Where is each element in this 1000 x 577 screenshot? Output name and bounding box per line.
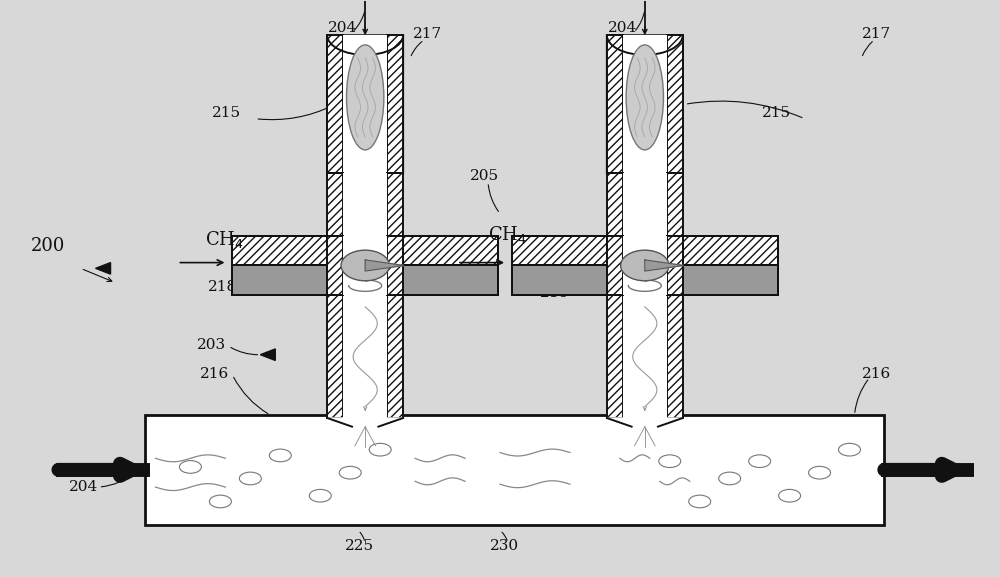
Text: 200: 200: [31, 237, 65, 255]
Polygon shape: [260, 349, 275, 361]
Bar: [607, 173, 623, 235]
Text: 230: 230: [490, 539, 519, 553]
Text: 218: 218: [208, 280, 238, 294]
Bar: [512, 235, 607, 265]
Bar: [683, 235, 778, 265]
Bar: [512, 265, 607, 295]
Bar: [387, 295, 403, 418]
Bar: [387, 173, 403, 235]
Bar: [403, 265, 498, 295]
Bar: [667, 235, 683, 295]
Bar: [667, 173, 683, 235]
Bar: [683, 265, 778, 295]
Text: 216: 216: [200, 367, 230, 381]
Bar: [667, 295, 683, 418]
Bar: [607, 235, 623, 295]
Text: 204: 204: [69, 480, 98, 494]
Polygon shape: [607, 418, 683, 426]
Text: 215: 215: [762, 106, 791, 120]
Bar: [343, 235, 387, 295]
Bar: [327, 173, 343, 235]
Bar: [327, 235, 343, 295]
Text: CH$_4$: CH$_4$: [488, 223, 527, 245]
Bar: [232, 235, 498, 295]
Bar: [387, 35, 403, 173]
Text: 216: 216: [861, 367, 891, 381]
Bar: [387, 235, 403, 295]
Bar: [512, 235, 607, 265]
Ellipse shape: [347, 45, 384, 150]
Bar: [145, 415, 884, 524]
Bar: [607, 235, 623, 295]
Text: 217: 217: [861, 27, 891, 41]
Text: 204: 204: [608, 21, 637, 35]
Bar: [683, 235, 778, 265]
Bar: [327, 235, 403, 295]
Polygon shape: [96, 263, 111, 274]
Bar: [512, 235, 778, 295]
Bar: [387, 295, 403, 418]
Bar: [607, 295, 623, 418]
Bar: [607, 295, 623, 418]
Text: 203: 203: [197, 338, 227, 352]
Bar: [327, 173, 343, 235]
Polygon shape: [365, 260, 404, 271]
Bar: [667, 35, 683, 173]
Ellipse shape: [626, 45, 663, 150]
Bar: [327, 35, 343, 173]
Text: 204: 204: [328, 21, 357, 35]
Bar: [403, 235, 498, 265]
Bar: [607, 35, 623, 173]
Bar: [232, 235, 327, 265]
Bar: [623, 173, 667, 235]
Bar: [343, 295, 387, 418]
Bar: [387, 235, 403, 295]
FancyBboxPatch shape: [327, 35, 403, 173]
Bar: [623, 235, 667, 295]
Ellipse shape: [621, 250, 669, 281]
Text: 205: 205: [470, 169, 499, 183]
Bar: [387, 173, 403, 235]
Polygon shape: [327, 418, 403, 426]
Bar: [232, 235, 327, 265]
Ellipse shape: [341, 250, 389, 281]
Bar: [623, 35, 667, 173]
Bar: [667, 173, 683, 235]
Polygon shape: [645, 260, 683, 271]
Bar: [387, 35, 403, 173]
Bar: [327, 235, 343, 295]
Text: CH$_4$: CH$_4$: [205, 229, 244, 250]
Bar: [343, 35, 387, 173]
Bar: [343, 173, 387, 235]
Bar: [667, 35, 683, 173]
Bar: [327, 35, 343, 173]
Bar: [232, 265, 327, 295]
Text: 225: 225: [345, 539, 374, 553]
Bar: [667, 235, 683, 295]
Text: 215: 215: [212, 106, 242, 120]
Bar: [607, 35, 623, 173]
Bar: [403, 235, 498, 265]
Text: 217: 217: [413, 27, 442, 41]
Bar: [607, 173, 623, 235]
Bar: [667, 295, 683, 418]
Bar: [327, 295, 343, 418]
Bar: [607, 235, 683, 295]
Bar: [327, 295, 343, 418]
Text: 218: 218: [540, 286, 569, 300]
Bar: [623, 295, 667, 418]
FancyBboxPatch shape: [607, 35, 683, 173]
